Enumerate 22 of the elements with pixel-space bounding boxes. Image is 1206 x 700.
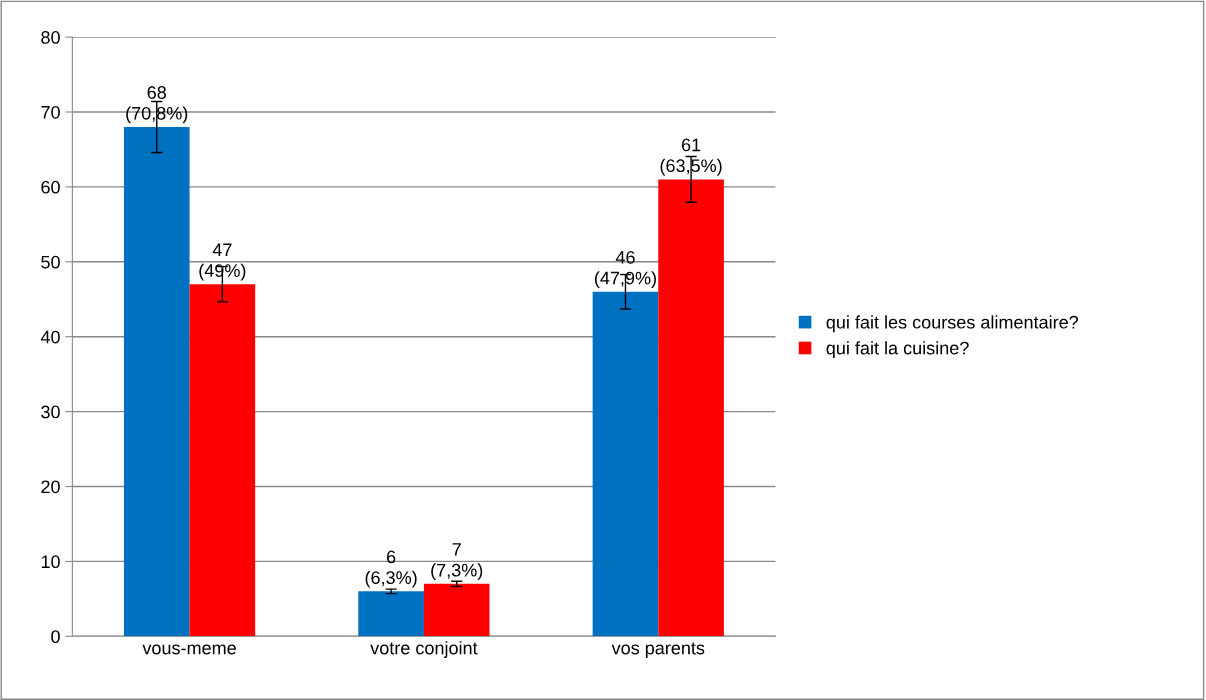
y-tick-label: 10: [41, 555, 60, 569]
bar: [189, 284, 256, 637]
y-tick-label: 30: [41, 405, 60, 419]
data-label: 6 (6,3%): [365, 550, 417, 588]
bar: [358, 591, 424, 637]
y-tick-label: 70: [41, 105, 60, 119]
data-label: 7 (7,3%): [431, 543, 483, 581]
bar: [123, 126, 190, 637]
y-tick-label: 40: [40, 330, 60, 344]
y-tick-label: 60: [41, 180, 60, 194]
legend-label: qui fait les courses alimentaire?: [826, 315, 1079, 333]
y-tick-label: 80: [41, 31, 60, 44]
y-tick-label: 20: [41, 480, 60, 494]
bar: [592, 291, 659, 637]
bar: [423, 583, 490, 637]
legend-label: qui fait la cuisine?: [826, 341, 969, 359]
bar: [658, 179, 724, 637]
x-tick-label: vos parents: [611, 642, 705, 658]
x-tick-label: votre conjoint: [370, 641, 478, 658]
x-tick-label: vous-meme: [142, 644, 236, 655]
y-tick-label: 50: [41, 255, 60, 269]
y-tick-label: 0: [51, 630, 60, 644]
